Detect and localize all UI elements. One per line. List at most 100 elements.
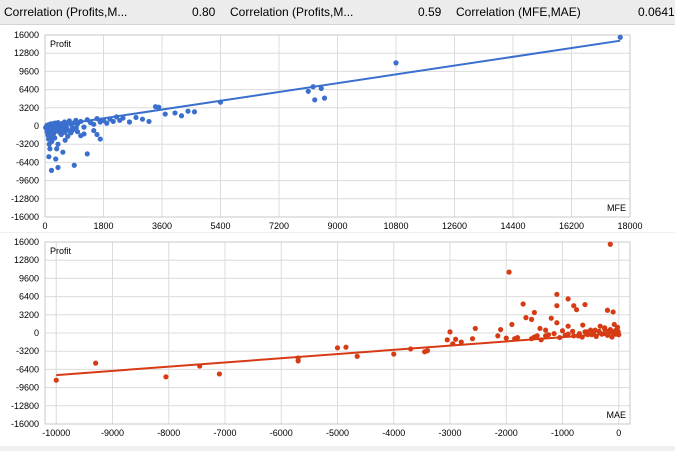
- mfe-data-point: [393, 60, 399, 66]
- mfe-data-point: [139, 116, 146, 122]
- mae-y-tick-label: -6400: [16, 364, 39, 374]
- mfe-data-point: [126, 119, 133, 125]
- mfe-data-point: [73, 125, 79, 131]
- stat2-value: 0.59: [418, 5, 442, 19]
- mae-y-tick-label: -3200: [16, 346, 39, 356]
- mfe-y-tick-label: -12800: [11, 194, 39, 204]
- mae-y-tick-label: 12800: [14, 255, 39, 265]
- mfe-x-tick-label: 16200: [559, 221, 584, 231]
- mfe-data-point: [55, 164, 61, 171]
- mae-data-point: [604, 307, 611, 313]
- mae-data-point: [391, 351, 397, 357]
- mae-x-axis-label: MAE: [606, 410, 626, 420]
- mfe-y-tick-label: 9600: [19, 66, 39, 76]
- stat1-value: 0.80: [192, 5, 216, 19]
- mae-data-point: [548, 315, 554, 321]
- mfe-data-point: [110, 118, 116, 125]
- mae-data-point: [551, 330, 557, 337]
- mae-data-point: [565, 331, 571, 337]
- mae-data-point: [531, 309, 537, 316]
- mae-data-point: [607, 241, 613, 247]
- mae-data-point: [557, 334, 563, 341]
- mfe-data-point: [162, 111, 168, 117]
- mfe-x-tick-label: 5400: [210, 221, 230, 231]
- mae-data-point: [53, 377, 59, 383]
- mae-data-point: [538, 337, 544, 343]
- mae-y-tick-label: 9600: [19, 273, 39, 283]
- mae-data-point: [543, 327, 549, 333]
- mae-data-point: [295, 358, 301, 364]
- mfe-y-tick-label: -16000: [11, 212, 39, 222]
- mae-y-axis-label: Profit: [50, 246, 72, 256]
- mae-data-point: [528, 316, 535, 322]
- mfe-data-point: [84, 151, 90, 157]
- mfe-data-point: [81, 131, 87, 137]
- mfe-data-point: [185, 108, 191, 114]
- mae-data-point: [592, 327, 598, 333]
- mfe-data-point: [305, 88, 311, 94]
- mae-data-point: [609, 334, 615, 340]
- mae-data-point: [447, 329, 453, 335]
- mae-data-point: [503, 335, 509, 341]
- mfe-data-point: [74, 129, 81, 135]
- mfe-y-tick-label: -9600: [16, 176, 39, 186]
- mfe-data-point: [113, 114, 120, 120]
- mae-y-tick-label: 3200: [19, 310, 39, 320]
- mfe-x-tick-label: 18000: [617, 221, 642, 231]
- mfe-y-tick-label: -3200: [16, 139, 39, 149]
- mfe-y-tick-label: 0: [34, 121, 39, 131]
- mfe-x-tick-label: 10800: [383, 221, 408, 231]
- mfe-data-point: [172, 110, 178, 116]
- mfe-data-point: [120, 115, 126, 121]
- mfe-data-point: [94, 116, 100, 122]
- mfe-x-tick-label: 0: [42, 221, 47, 231]
- mae-data-point: [571, 333, 577, 339]
- mae-y-tick-label: 0: [34, 328, 39, 338]
- mfe-data-point: [156, 104, 162, 110]
- mae-data-point: [408, 346, 414, 352]
- mae-x-tick-label: -8000: [157, 428, 180, 438]
- mfe-x-tick-label: 1800: [93, 221, 113, 231]
- mfe-chart-panel: 0 1800 3600 5400 7200 9000 10800 12600 14400 1620…: [0, 25, 675, 232]
- mae-data-point: [216, 371, 222, 377]
- mfe-data-point: [50, 135, 56, 142]
- mfe-data-point: [318, 85, 324, 92]
- mae-data-point: [570, 328, 576, 334]
- mfe-data-point: [62, 137, 68, 143]
- mae-data-point: [450, 341, 456, 347]
- mae-y-tick-label: 6400: [19, 292, 39, 302]
- mae-data-point: [575, 333, 581, 339]
- mfe-data-point: [310, 84, 316, 90]
- mae-data-point: [554, 320, 560, 326]
- mfe-y-tick-label: 6400: [19, 85, 39, 95]
- mfe-data-point: [71, 162, 77, 168]
- mae-data-point: [424, 348, 431, 354]
- mae-y-tick-label: -9600: [16, 383, 39, 393]
- mfe-data-point: [217, 99, 224, 105]
- mae-plot-area: [44, 241, 631, 425]
- mfe-x-tick-label: 9000: [327, 221, 347, 231]
- mfe-x-tick-label: 12600: [442, 221, 467, 231]
- mfe-data-point: [146, 118, 152, 125]
- mae-data-point: [453, 336, 459, 342]
- mfe-data-point: [91, 127, 97, 134]
- mae-data-point: [573, 307, 580, 313]
- mae-data-point: [554, 303, 560, 309]
- mfe-y-tick-label: 12800: [14, 48, 39, 58]
- mfe-data-point: [178, 113, 185, 119]
- mae-data-point: [354, 353, 360, 359]
- mae-x-tick-label: 0: [616, 428, 621, 438]
- mfe-data-point: [104, 120, 110, 126]
- mfe-y-tick-label: 3200: [19, 103, 39, 113]
- mfe-data-point: [53, 128, 59, 134]
- mfe-data-point: [191, 109, 198, 115]
- mae-data-point: [469, 336, 476, 342]
- mfe-y-axis-label: Profit: [50, 39, 72, 49]
- mae-y-tick-label: 16000: [14, 237, 39, 247]
- mae-data-point: [458, 339, 464, 345]
- mfe-x-tick-label: 7200: [269, 221, 289, 231]
- mae-x-tick-label: -6000: [270, 428, 293, 438]
- stats-header: Correlation (Profits,M... 0.80 Correlati…: [0, 0, 675, 25]
- mae-data-point: [537, 325, 543, 332]
- mfe-data-point: [48, 167, 55, 173]
